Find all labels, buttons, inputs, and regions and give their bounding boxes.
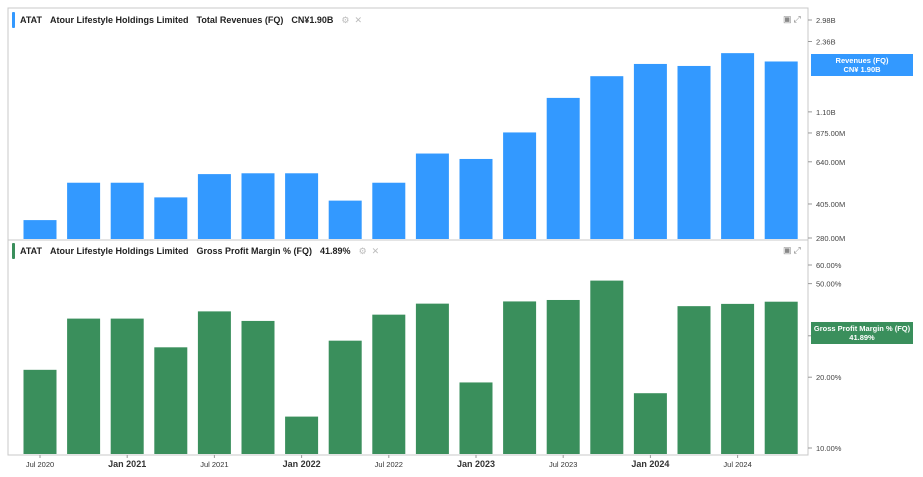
bar[interactable] [110, 182, 144, 239]
bar[interactable] [241, 320, 275, 454]
margin-legend-value: 41.89% [320, 246, 351, 256]
bar[interactable] [415, 303, 449, 454]
settings-icon[interactable]: ⚙ [341, 14, 350, 25]
bar[interactable] [23, 220, 57, 239]
bar[interactable] [23, 369, 57, 454]
time-tick-label: Jul 2023 [549, 460, 577, 469]
margin-legend[interactable]: ATAT Atour Lifestyle Holdings Limited Gr… [12, 243, 389, 259]
revenue-legend[interactable]: ATAT Atour Lifestyle Holdings Limited To… [12, 12, 372, 28]
margin-price-label-value: 41.89% [849, 333, 875, 342]
bar[interactable] [633, 63, 667, 239]
margin-pane-controls: ▣⤢ [783, 245, 803, 256]
revenue-bars [23, 53, 798, 240]
margin-axis: 60.00%50.00%30.00%20.00%10.00% [808, 261, 842, 453]
axis-tick-label: 405.00M [816, 200, 845, 209]
time-tick-label: Jan 2023 [457, 459, 495, 469]
revenue-axis: 2.98B 2.36B 1.10B 875.00M 640.00M 405.00M 280.… [808, 16, 845, 243]
margin-legend-color [12, 243, 15, 259]
bar[interactable] [459, 158, 493, 239]
bar[interactable] [677, 306, 711, 454]
maximize-pane-icon[interactable]: ⤢ [793, 245, 803, 255]
margin-legend-metric: Gross Profit Margin % (FQ) [196, 246, 313, 256]
bar[interactable] [241, 173, 275, 239]
bar[interactable] [110, 318, 144, 454]
bar[interactable] [372, 182, 406, 239]
time-tick-label: Jan 2021 [108, 459, 146, 469]
bar[interactable] [67, 318, 101, 454]
bar[interactable] [415, 153, 449, 239]
time-tick-label: Jan 2024 [631, 459, 669, 469]
revenue-price-label: Revenues (FQ) CN¥ 1.90B [811, 54, 913, 76]
margin-price-label-title: Gross Profit Margin % (FQ) [813, 324, 911, 333]
axis-tick-label: 50.00% [816, 280, 842, 289]
bar[interactable] [764, 301, 798, 454]
time-tick-label: Jan 2022 [283, 459, 321, 469]
bar[interactable] [328, 200, 362, 239]
bar[interactable] [633, 393, 667, 454]
time-tick-label: Jul 2020 [26, 460, 54, 469]
margin-legend-company: Atour Lifestyle Holdings Limited [50, 246, 189, 256]
bar[interactable] [197, 311, 231, 454]
bar[interactable] [154, 347, 188, 454]
bar[interactable] [590, 280, 624, 454]
bar[interactable] [721, 53, 755, 240]
bar[interactable] [546, 299, 580, 454]
bar[interactable] [67, 182, 101, 239]
minimize-pane-icon[interactable]: ▣ [783, 14, 794, 24]
minimize-pane-icon[interactable]: ▣ [783, 245, 794, 255]
revenue-legend-metric: Total Revenues (FQ) [196, 15, 284, 25]
maximize-pane-icon[interactable]: ⤢ [793, 14, 803, 24]
revenue-legend-company: Atour Lifestyle Holdings Limited [50, 15, 189, 25]
bar[interactable] [285, 173, 319, 239]
revenue-legend-ticker: ATAT [20, 15, 42, 25]
axis-tick-label: 10.00% [816, 444, 842, 453]
bar[interactable] [677, 65, 711, 239]
bar[interactable] [503, 301, 537, 454]
margin-legend-ticker: ATAT [20, 246, 42, 256]
revenue-legend-color [12, 12, 15, 28]
settings-icon[interactable]: ⚙ [358, 245, 367, 256]
bar[interactable] [197, 174, 231, 239]
bar[interactable] [328, 340, 362, 454]
margin-bars [23, 280, 798, 454]
axis-tick-label: 2.98B [816, 16, 836, 25]
chart-frame [7, 7, 809, 456]
bar[interactable] [546, 97, 580, 239]
axis-tick-label: 280.00M [816, 234, 845, 243]
revenue-pane-controls: ▣⤢ [783, 14, 803, 25]
bar[interactable] [590, 76, 624, 239]
bar[interactable] [721, 303, 755, 454]
time-tick-label: Jul 2024 [723, 460, 751, 469]
close-icon[interactable]: ✕ [354, 14, 363, 25]
axis-tick-label: 20.00% [816, 373, 842, 382]
bar[interactable] [459, 382, 493, 454]
bar[interactable] [372, 314, 406, 454]
bar[interactable] [285, 416, 319, 454]
close-icon[interactable]: ✕ [371, 245, 380, 256]
axis-tick-label: 640.00M [816, 158, 845, 167]
time-tick-label: Jul 2022 [375, 460, 403, 469]
bar[interactable] [503, 132, 537, 239]
time-tick-label: Jul 2021 [200, 460, 228, 469]
axis-tick-label: 875.00M [816, 129, 845, 138]
margin-price-label: Gross Profit Margin % (FQ) 41.89% [811, 322, 913, 344]
revenue-legend-value: CN¥1.90B [291, 15, 334, 25]
bar[interactable] [764, 61, 798, 239]
revenue-price-label-title: Revenues (FQ) [835, 56, 889, 65]
revenue-price-label-value: CN¥ 1.90B [843, 65, 881, 74]
axis-tick-label: 60.00% [816, 261, 842, 270]
axis-tick-label: 1.10B [816, 108, 836, 117]
bar[interactable] [154, 197, 188, 239]
axis-tick-label: 2.36B [816, 38, 836, 47]
time-axis: Jul 2020 Jan 2021 Jul 2021 Jan 2022 Jul 2022… [26, 455, 752, 469]
